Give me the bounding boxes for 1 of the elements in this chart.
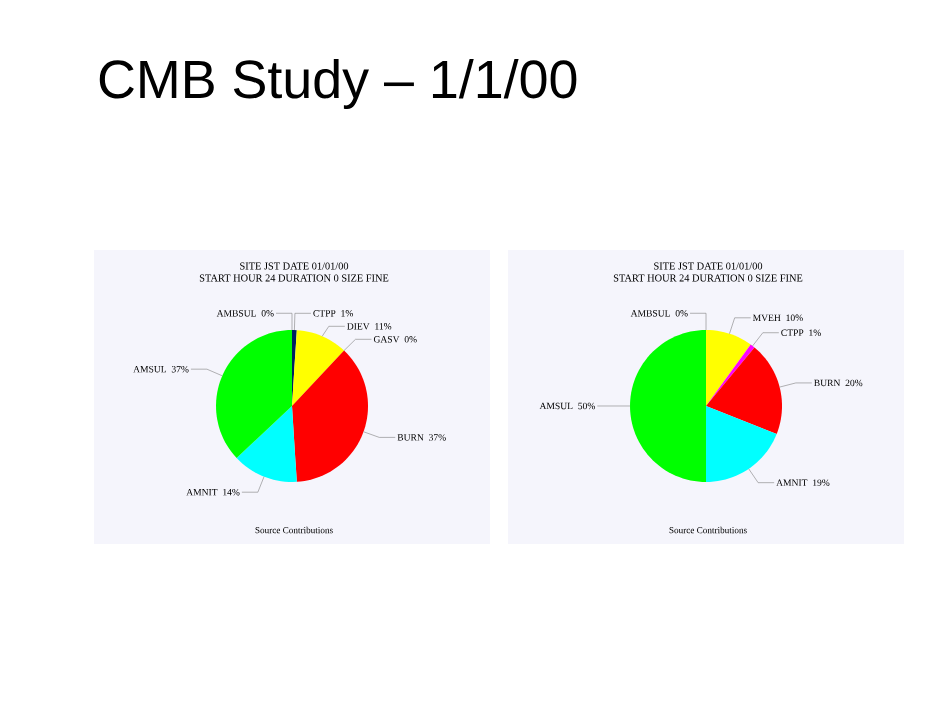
text: CMB Study – 1/1/00 [99,58,577,110]
